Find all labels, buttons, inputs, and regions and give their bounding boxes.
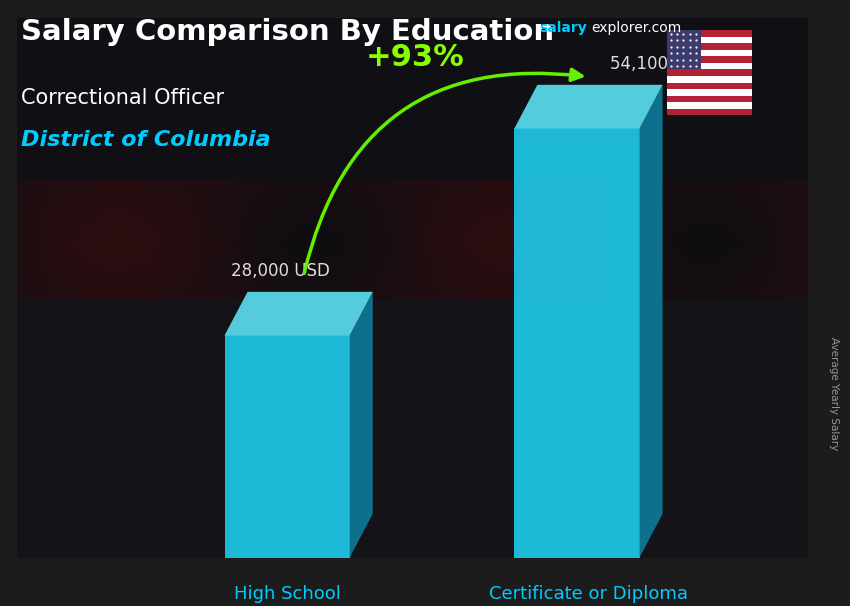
Bar: [667, 108, 752, 115]
Text: explorer.com: explorer.com: [591, 21, 681, 35]
Polygon shape: [514, 85, 663, 128]
Text: +93%: +93%: [366, 42, 465, 72]
Polygon shape: [224, 292, 372, 336]
Polygon shape: [349, 292, 372, 558]
Text: Average Yearly Salary: Average Yearly Salary: [829, 338, 839, 450]
Bar: [667, 82, 752, 89]
Text: Certificate or Diploma: Certificate or Diploma: [489, 585, 688, 604]
Text: Salary Comparison By Education: Salary Comparison By Education: [21, 18, 554, 46]
Bar: [667, 96, 752, 102]
Text: 28,000 USD: 28,000 USD: [231, 262, 330, 280]
Bar: [667, 76, 752, 82]
Bar: [667, 30, 752, 37]
Bar: [667, 56, 752, 63]
Text: Correctional Officer: Correctional Officer: [21, 88, 224, 108]
Polygon shape: [224, 336, 349, 558]
Text: District of Columbia: District of Columbia: [21, 130, 271, 150]
Bar: [667, 70, 752, 76]
Text: High School: High School: [234, 585, 341, 604]
Bar: [667, 37, 752, 44]
Bar: [667, 63, 752, 70]
Bar: [667, 44, 752, 50]
Bar: [667, 102, 752, 108]
Bar: [667, 89, 752, 96]
Text: 54,100 USD: 54,100 USD: [609, 55, 709, 73]
Bar: [667, 50, 752, 56]
Polygon shape: [639, 85, 663, 558]
Text: salary: salary: [540, 21, 587, 35]
Polygon shape: [514, 128, 639, 558]
Bar: [667, 30, 701, 70]
